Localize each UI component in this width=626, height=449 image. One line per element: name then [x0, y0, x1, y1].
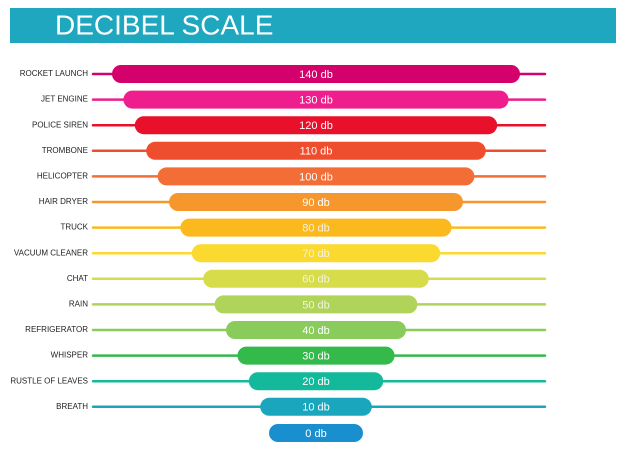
source-label: TROMBONE: [42, 146, 88, 155]
source-label: POLICE SIREN: [32, 120, 88, 129]
level-label: 20 db: [302, 376, 330, 388]
level-bar: [180, 218, 452, 237]
level-label: 100 db: [299, 171, 333, 183]
level-label: 10 db: [302, 402, 330, 414]
level-label: 0 db: [305, 428, 326, 440]
level-bar: [112, 65, 520, 83]
level-bar: [169, 193, 463, 211]
source-label: RUSTLE OF LEAVES: [10, 376, 88, 385]
level-bar: [157, 167, 475, 186]
level-label: 30 db: [302, 351, 330, 363]
title-bar: [10, 8, 616, 43]
level-bar: [203, 269, 429, 288]
level-bar: [248, 372, 384, 391]
level-label: 70 db: [302, 248, 330, 260]
source-label: ROCKET LAUNCH: [20, 69, 89, 78]
level-bar: [237, 346, 395, 365]
source-label: HELICOPTER: [37, 172, 88, 181]
level-bar: [146, 141, 486, 160]
level-label: 120 db: [299, 120, 333, 132]
level-label: 90 db: [302, 197, 330, 209]
level-label: 110 db: [300, 146, 333, 158]
source-label: RAIN: [69, 300, 88, 309]
source-label: JET ENGINE: [41, 95, 88, 104]
level-label: 130 db: [299, 95, 333, 107]
source-label: BREATH: [56, 402, 88, 411]
source-label: TRUCK: [60, 223, 88, 232]
level-label: 140 db: [299, 69, 333, 81]
level-bar: [226, 321, 406, 339]
level-bar: [191, 244, 441, 263]
source-label: WHISPER: [51, 351, 89, 360]
source-label: REFRIGERATOR: [25, 325, 88, 334]
source-label: VACUUM CLEANER: [14, 248, 88, 257]
source-label: HAIR DRYER: [39, 197, 88, 206]
level-bar: [134, 116, 498, 135]
level-bar: [123, 90, 509, 109]
level-label: 80 db: [302, 223, 330, 235]
level-label: 50 db: [302, 299, 330, 311]
level-bar: [214, 295, 418, 314]
level-label: 40 db: [302, 325, 330, 337]
title: DECIBEL SCALE: [55, 9, 273, 40]
level-label: 60 db: [302, 274, 330, 286]
level-bar: [260, 397, 372, 416]
source-label: CHAT: [67, 274, 88, 283]
level-bar: [269, 424, 363, 442]
